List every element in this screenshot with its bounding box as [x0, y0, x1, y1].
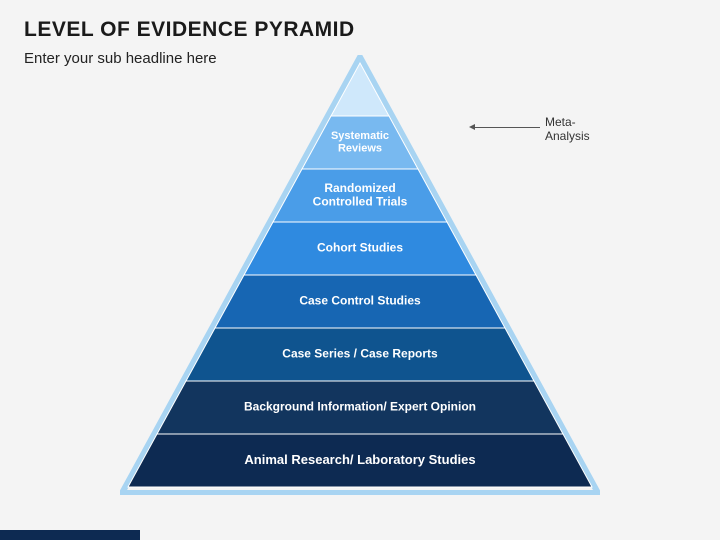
svg-text:Case Series / Case Reports: Case Series / Case Reports [282, 347, 438, 361]
svg-text:Reviews: Reviews [338, 143, 382, 155]
pyramid-container: SystematicReviews RandomizedControlled Tr… [120, 55, 600, 500]
svg-text:Randomized: Randomized [324, 181, 395, 195]
svg-text:Animal Research/ Laboratory St: Animal Research/ Laboratory Studies [244, 452, 475, 467]
evidence-pyramid: SystematicReviews RandomizedControlled Tr… [120, 55, 600, 495]
svg-text:Controlled Trials: Controlled Trials [313, 195, 408, 209]
svg-text:Background Information/ Expert: Background Information/ Expert Opinion [244, 400, 476, 414]
apex-callout-arrow [475, 127, 540, 128]
svg-text:Case Control Studies: Case Control Studies [299, 294, 421, 308]
apex-callout-label: Meta-Analysis [545, 115, 590, 144]
svg-text:Cohort Studies: Cohort Studies [317, 241, 403, 255]
footer-stripe [0, 530, 140, 540]
svg-text:Systematic: Systematic [331, 130, 389, 142]
page-title: LEVEL OF EVIDENCE PYRAMID [24, 18, 355, 42]
